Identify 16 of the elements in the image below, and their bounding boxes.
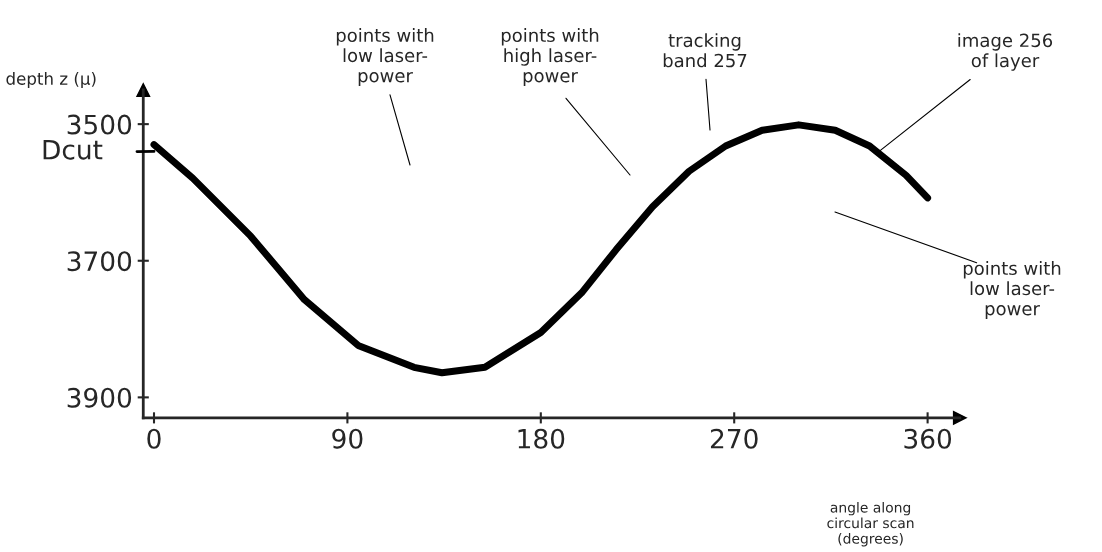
x-tick-label: 270	[710, 428, 758, 449]
x-tick-label: 360	[904, 428, 952, 449]
y-axis-title: depth z (μ)	[6, 71, 96, 89]
annotation: image 256 of layer	[958, 33, 1053, 71]
x-tick-label: 90	[332, 428, 363, 449]
text: points with low laser- power	[963, 261, 1061, 319]
x-tick-label: 180	[518, 428, 565, 449]
text: points with high laser- power	[501, 28, 599, 86]
text: tracking band 257	[663, 33, 747, 68]
y-tick-label: 3700	[67, 251, 132, 272]
text: points with low laser- power	[336, 28, 434, 86]
x-tick-label: 0	[147, 428, 161, 449]
annotation: Dcut	[43, 140, 103, 160]
y-tick-label: 3900	[67, 387, 132, 408]
y-tick-label: 3500	[67, 114, 132, 135]
x-axis-title: angle along circular scan (degrees)	[827, 501, 914, 547]
